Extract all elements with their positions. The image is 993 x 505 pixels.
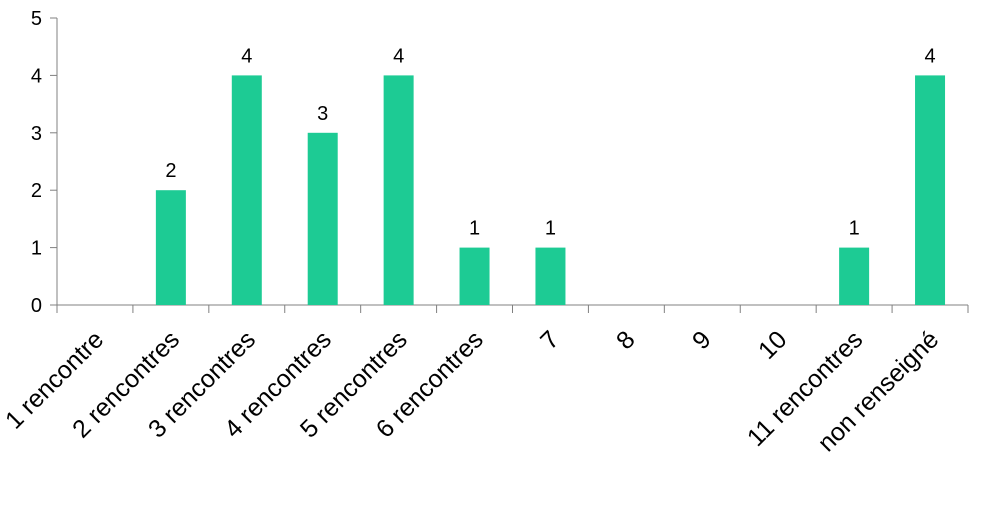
- y-tick-label: 4: [31, 65, 42, 87]
- data-label: 1: [545, 218, 556, 240]
- y-tick-label: 5: [31, 8, 42, 30]
- y-axis: 0 1 2 3 4 5: [31, 8, 58, 317]
- y-tick-label: 0: [31, 295, 42, 317]
- bar: [231, 75, 262, 306]
- data-label: 4: [924, 45, 935, 67]
- y-tick-label: 2: [31, 180, 42, 202]
- x-tick-label: 7: [535, 325, 565, 355]
- data-label: 4: [241, 45, 252, 67]
- x-tick-label: 9: [687, 325, 717, 355]
- x-tick-label: 8: [611, 325, 641, 355]
- data-label: 1: [849, 218, 860, 240]
- data-label: 2: [165, 160, 176, 182]
- data-labels: 2 4 3 4 1 1 1 4: [165, 45, 935, 239]
- data-label: 1: [469, 218, 480, 240]
- x-tick-label: 10: [753, 325, 792, 364]
- x-axis: [56, 304, 969, 313]
- y-tick-label: 3: [31, 123, 42, 145]
- bar: [459, 247, 490, 305]
- bar: [839, 247, 870, 305]
- y-tick-label: 1: [31, 238, 42, 260]
- bars: [155, 75, 946, 306]
- bar: [383, 75, 414, 306]
- bar: [155, 190, 186, 305]
- data-label: 4: [393, 45, 404, 67]
- bar: [915, 75, 946, 306]
- bar: [535, 247, 566, 305]
- bar: [307, 132, 338, 305]
- data-label: 3: [317, 103, 328, 125]
